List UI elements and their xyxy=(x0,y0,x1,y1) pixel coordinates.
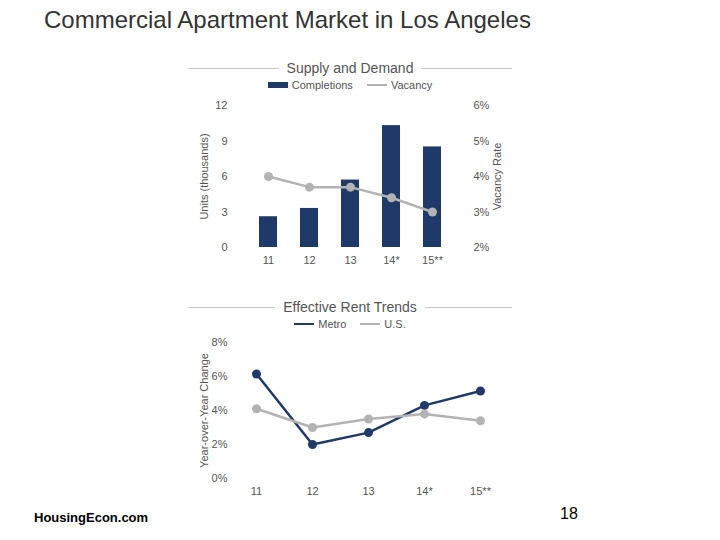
svg-text:3%: 3% xyxy=(474,206,490,218)
svg-text:13: 13 xyxy=(344,254,356,266)
svg-text:5%: 5% xyxy=(474,135,490,147)
svg-text:14*: 14* xyxy=(383,254,400,266)
html-text:Vacancy: Vacancy xyxy=(390,79,433,91)
html-text:Metro: Metro xyxy=(318,318,347,330)
svg-text:14*: 14* xyxy=(416,485,433,497)
html-text:Completions: Completions xyxy=(291,79,353,91)
svg-text:4%: 4% xyxy=(474,170,490,182)
svg-text:6%: 6% xyxy=(474,99,490,111)
svg-text:Vacancy Rate: Vacancy Rate xyxy=(491,143,503,211)
svg-text:12: 12 xyxy=(306,485,318,497)
svg-text:2%: 2% xyxy=(212,438,228,450)
svg-text:11: 11 xyxy=(251,485,262,497)
svg-text:4%: 4% xyxy=(212,404,228,416)
html-text:HousingEcon.com: HousingEcon.com xyxy=(34,510,149,525)
svg-text:12: 12 xyxy=(303,254,315,266)
svg-text:0%: 0% xyxy=(212,472,228,484)
html-text:Effective Rent Trends: Effective Rent Trends xyxy=(283,299,417,315)
svg-text:6: 6 xyxy=(221,170,227,182)
svg-text:13: 13 xyxy=(362,485,374,497)
svg-text:Year-over-Year Change: Year-over-Year Change xyxy=(198,353,210,468)
html-text:U.S.: U.S. xyxy=(384,318,406,330)
svg-text:15**: 15** xyxy=(470,485,492,497)
svg-text:6%: 6% xyxy=(212,370,228,382)
svg-text:12: 12 xyxy=(215,99,227,111)
svg-text:0: 0 xyxy=(221,241,227,253)
html-text:18: 18 xyxy=(560,505,578,522)
svg-text:15**: 15** xyxy=(422,254,444,266)
svg-text:3: 3 xyxy=(221,206,227,218)
svg-text:9: 9 xyxy=(221,135,227,147)
html-text:Supply and Demand: Supply and Demand xyxy=(286,60,414,76)
svg-text:Units (thousands): Units (thousands) xyxy=(198,133,210,219)
svg-text:2%: 2% xyxy=(474,241,490,253)
html-text:Commercial Apartment Market in: Commercial Apartment Market in Los Angel… xyxy=(44,6,531,33)
svg-text:8%: 8% xyxy=(212,336,228,348)
svg-text:11: 11 xyxy=(263,254,274,266)
